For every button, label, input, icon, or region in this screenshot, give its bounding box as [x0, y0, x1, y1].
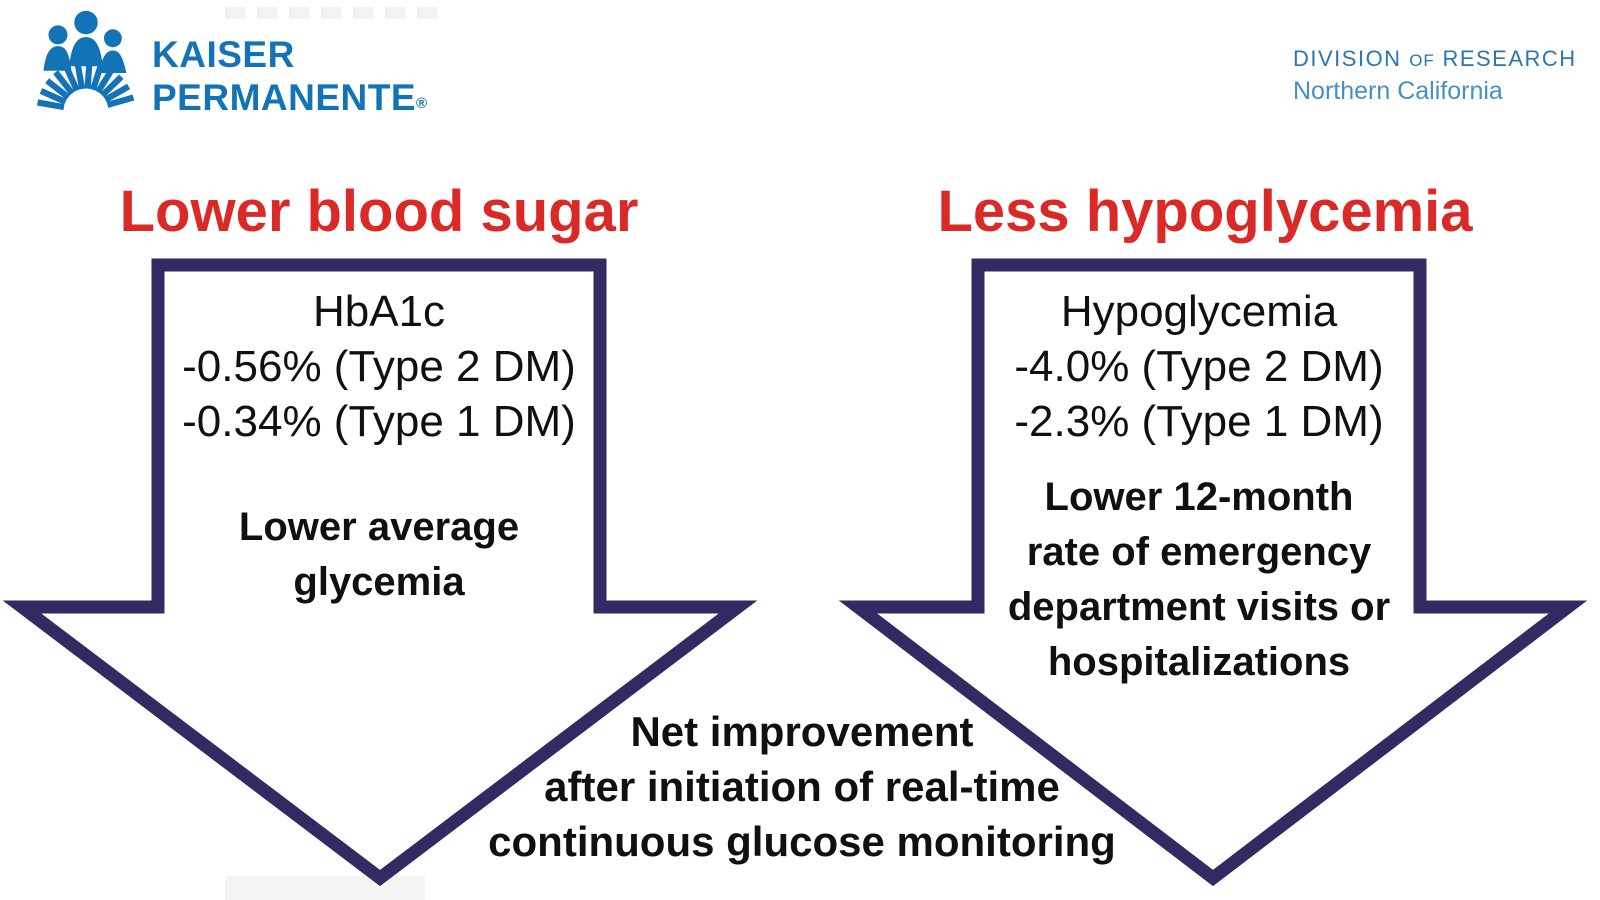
- stat-line: -0.34% (Type 1 DM): [182, 397, 576, 446]
- right-arrow-stats: Hypoglycemia -4.0% (Type 2 DM) -2.3% (Ty…: [899, 284, 1499, 449]
- note-line: continuous glucose monitoring: [488, 818, 1116, 865]
- kaiser-permanente-logotype: KAISER PERMANENTE®: [152, 36, 428, 116]
- stat-line: -0.56% (Type 2 DM): [182, 342, 576, 391]
- summary-line: department visits or: [1007, 585, 1391, 629]
- summary-line: glycemia: [293, 560, 465, 604]
- stat-line: -2.3% (Type 1 DM): [1014, 397, 1384, 446]
- summary-line: rate of emergency: [1026, 530, 1372, 574]
- logo-line2: PERMANENTE®: [152, 77, 428, 118]
- stat-line: HbA1c: [312, 287, 446, 336]
- left-arrow-heading: Lower blood sugar: [119, 179, 639, 244]
- division-line2: Northern California: [1293, 77, 1503, 105]
- division-line1: DIVISION OF RESEARCH: [1293, 46, 1577, 71]
- note-line: Net improvement: [630, 708, 974, 755]
- right-arrow-outline: [838, 258, 1588, 887]
- left-arrow-summary: Lower average glycemia: [79, 500, 679, 610]
- summary-line: hospitalizations: [1047, 640, 1351, 684]
- left-arrow-outline: [2, 258, 758, 887]
- summary-line: Lower average: [238, 505, 520, 549]
- stat-line: Hypoglycemia: [1060, 287, 1338, 336]
- note-line: after initiation of real-time: [544, 763, 1060, 810]
- net-improvement-note: Net improvement after initiation of real…: [452, 704, 1152, 869]
- scan-artifact-top: [225, 7, 445, 19]
- summary-line: Lower 12-month: [1044, 475, 1354, 519]
- scan-artifact-bottom: [225, 876, 425, 900]
- right-arrow-heading: Less hypoglycemia: [937, 179, 1473, 244]
- stat-line: -4.0% (Type 2 DM): [1014, 342, 1384, 391]
- kaiser-permanente-people-sunburst-icon: [36, 10, 135, 111]
- logo-line1: KAISER: [152, 34, 295, 75]
- division-of-research-block: DIVISION OF RESEARCH Northern California: [1293, 46, 1577, 106]
- registered-mark: ®: [416, 95, 428, 112]
- right-arrow-summary: Lower 12-month rate of emergency departm…: [899, 470, 1499, 690]
- left-arrow-stats: HbA1c -0.56% (Type 2 DM) -0.34% (Type 1 …: [79, 284, 679, 449]
